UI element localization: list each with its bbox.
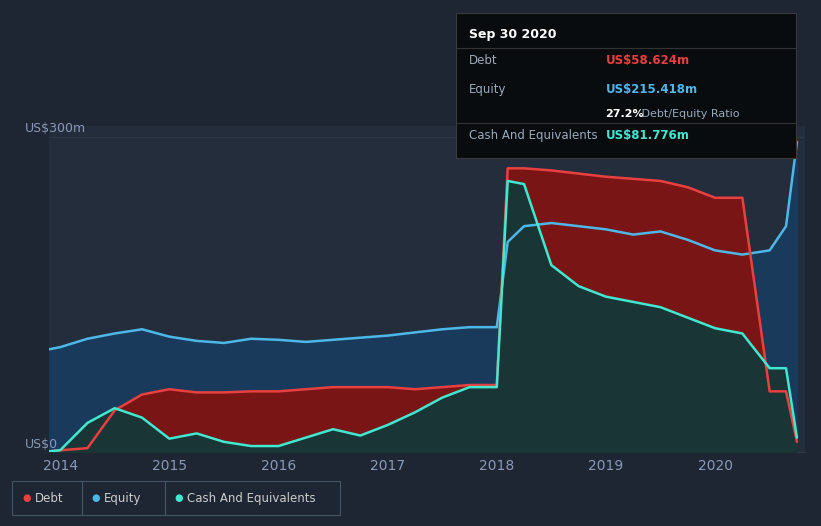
Text: US$300m: US$300m xyxy=(25,123,85,135)
Text: US$58.624m: US$58.624m xyxy=(606,54,690,67)
Text: Equity: Equity xyxy=(470,83,507,96)
Text: Debt: Debt xyxy=(34,492,63,505)
Text: 27.2%: 27.2% xyxy=(606,109,644,119)
Text: Debt: Debt xyxy=(470,54,498,67)
Text: Cash And Equivalents: Cash And Equivalents xyxy=(187,492,316,505)
Text: ●: ● xyxy=(92,493,100,503)
Text: ●: ● xyxy=(22,493,30,503)
Text: Equity: Equity xyxy=(104,492,142,505)
Text: US$215.418m: US$215.418m xyxy=(606,83,698,96)
Text: Debt/Equity Ratio: Debt/Equity Ratio xyxy=(638,109,740,119)
Text: US$81.776m: US$81.776m xyxy=(606,129,690,142)
Text: Cash And Equivalents: Cash And Equivalents xyxy=(470,129,598,142)
Text: US$0: US$0 xyxy=(25,438,57,451)
Text: Sep 30 2020: Sep 30 2020 xyxy=(470,27,557,41)
Text: ●: ● xyxy=(175,493,183,503)
